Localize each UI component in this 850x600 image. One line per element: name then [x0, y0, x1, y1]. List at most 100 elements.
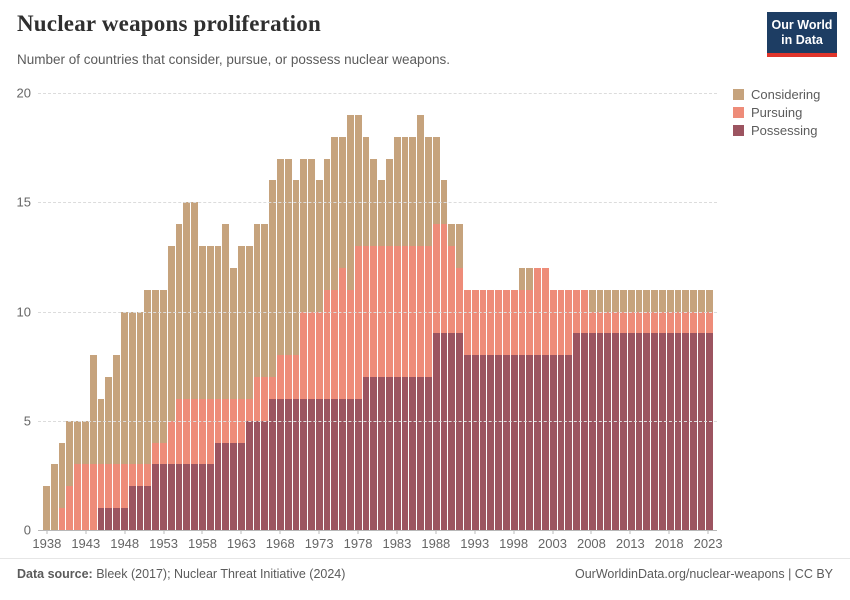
x-axis-label-1973: 1973: [304, 536, 334, 551]
x-axis-label-2008: 2008: [576, 536, 606, 551]
bar-2004[interactable]: [557, 93, 565, 530]
possessing-segment: [658, 333, 666, 530]
possessing-segment: [580, 333, 588, 530]
bar-1975[interactable]: [331, 93, 339, 530]
bar-1953[interactable]: [159, 93, 167, 530]
bar-2015[interactable]: [643, 93, 651, 530]
bar-1942[interactable]: [74, 93, 81, 530]
pursuing-segment: [596, 311, 604, 334]
legend-label: Pursuing: [751, 105, 803, 120]
bar-1965[interactable]: [253, 93, 261, 530]
bar-1964[interactable]: [245, 93, 253, 530]
plot-area: [38, 93, 717, 531]
bar-1978[interactable]: [354, 93, 362, 530]
bar-1957[interactable]: [191, 93, 198, 530]
bar-2005[interactable]: [565, 93, 573, 530]
bar-1996[interactable]: [495, 93, 503, 530]
bar-2021[interactable]: [690, 93, 697, 530]
bar-2008[interactable]: [588, 93, 596, 530]
bar-1994[interactable]: [479, 93, 487, 530]
bar-2014[interactable]: [635, 93, 643, 530]
bar-1945[interactable]: [97, 93, 105, 530]
bar-2018[interactable]: [666, 93, 674, 530]
pursuing-segment: [245, 398, 253, 421]
legend-item-pursuing: Pursuing: [733, 105, 820, 120]
bar-2000[interactable]: [526, 93, 534, 530]
bar-2016[interactable]: [651, 93, 658, 530]
bar-1951[interactable]: [144, 93, 152, 530]
bar-1995[interactable]: [487, 93, 495, 530]
pursuing-segment: [440, 224, 448, 334]
bar-1966[interactable]: [261, 93, 269, 530]
possessing-segment: [245, 420, 253, 530]
bar-1958[interactable]: [198, 93, 206, 530]
pursuing-swatch-icon: [733, 107, 744, 118]
bar-2003[interactable]: [549, 93, 557, 530]
x-tick-1993: [474, 530, 476, 534]
pursuing-segment: [588, 311, 596, 334]
bar-1997[interactable]: [503, 93, 510, 530]
data-source-value: Bleek (2017); Nuclear Threat Initiative …: [92, 567, 346, 581]
bar-1954[interactable]: [167, 93, 175, 530]
possessing-segment: [456, 333, 464, 530]
pursuing-segment: [526, 289, 534, 356]
bar-1991[interactable]: [456, 93, 464, 530]
pursuing-segment: [682, 311, 690, 334]
bar-1941[interactable]: [66, 93, 74, 530]
bar-1959[interactable]: [206, 93, 214, 530]
bar-1988[interactable]: [432, 93, 440, 530]
bar-1947[interactable]: [113, 93, 120, 530]
bar-1952[interactable]: [152, 93, 159, 530]
bar-1970[interactable]: [292, 93, 300, 530]
bar-1940[interactable]: [58, 93, 66, 530]
considering-segment: [81, 420, 89, 465]
bar-1974[interactable]: [323, 93, 331, 530]
considering-segment: [253, 224, 261, 378]
bar-2019[interactable]: [674, 93, 682, 530]
bar-1973[interactable]: [315, 93, 323, 530]
bar-1948[interactable]: [120, 93, 128, 530]
considering-segment: [690, 289, 697, 312]
bar-2012[interactable]: [619, 93, 627, 530]
possessing-segment: [495, 355, 503, 530]
bar-2023[interactable]: [705, 93, 713, 530]
possessing-segment: [542, 355, 549, 530]
pursuing-segment: [487, 289, 495, 356]
bar-1943[interactable]: [81, 93, 89, 530]
possessing-segment: [518, 355, 526, 530]
bar-1939[interactable]: [50, 93, 58, 530]
x-axis-label-1948: 1948: [110, 536, 140, 551]
bar-2010[interactable]: [604, 93, 612, 530]
considering-segment: [354, 114, 362, 246]
x-axis-label-1993: 1993: [460, 536, 490, 551]
bar-1990[interactable]: [448, 93, 456, 530]
bar-2017[interactable]: [658, 93, 666, 530]
bar-2009[interactable]: [596, 93, 604, 530]
bar-1967[interactable]: [269, 93, 276, 530]
bar-1998[interactable]: [510, 93, 518, 530]
considering-segment: [604, 289, 612, 312]
bar-1999[interactable]: [518, 93, 526, 530]
bar-1992[interactable]: [464, 93, 471, 530]
bar-2020[interactable]: [682, 93, 690, 530]
bar-1938[interactable]: [43, 93, 50, 530]
bar-1956[interactable]: [183, 93, 191, 530]
bar-1968[interactable]: [276, 93, 284, 530]
possessing-segment: [619, 333, 627, 530]
bar-2013[interactable]: [627, 93, 635, 530]
bar-1950[interactable]: [136, 93, 144, 530]
bar-1972[interactable]: [308, 93, 315, 530]
pursuing-segment: [152, 442, 159, 465]
possessing-segment: [315, 398, 323, 530]
possessing-segment: [214, 442, 222, 530]
bar-2022[interactable]: [697, 93, 705, 530]
bar-1993[interactable]: [471, 93, 479, 530]
bar-1949[interactable]: [128, 93, 136, 530]
bar-1944[interactable]: [89, 93, 97, 530]
considering-segment: [612, 289, 619, 312]
possessing-segment: [152, 464, 159, 530]
bar-1969[interactable]: [284, 93, 292, 530]
bar-1971[interactable]: [300, 93, 308, 530]
bar-2011[interactable]: [612, 93, 619, 530]
